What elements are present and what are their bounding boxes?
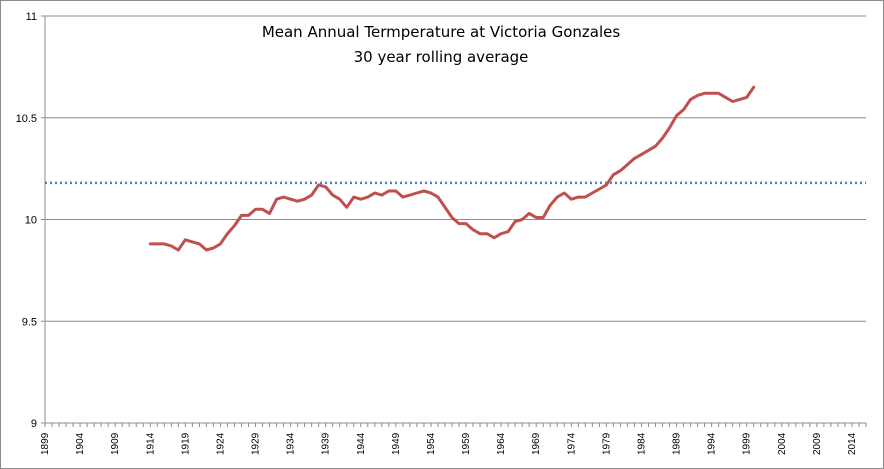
y-tick-label: 9 [31,418,37,430]
y-tick-label: 11 [26,11,37,23]
x-tick-label: 2004 [777,432,788,455]
x-tick-label: 1979 [601,432,612,455]
x-tick-label: 1969 [531,432,542,455]
x-tick-label: 1944 [356,432,367,455]
x-tick-label: 1909 [110,432,121,455]
x-tick-label: 1904 [75,432,86,455]
x-tick-label: 1954 [426,432,437,455]
x-tick-label: 1999 [742,432,753,455]
y-axis-ticks: 9 9.5 10 10.5 11 [16,11,45,430]
x-tick-label: 1924 [215,432,226,455]
y-tick-label: 10 [25,215,37,227]
x-tick-label: 2014 [847,432,858,455]
x-tick-label: 1994 [707,432,718,455]
x-tick-label: 1939 [321,432,332,455]
chart-title: Mean Annual Termperature at Victoria Gon… [262,23,621,41]
x-tick-label: 1989 [672,432,683,455]
x-tick-label: 1899 [40,432,51,455]
x-tick-label: 2009 [812,432,823,455]
x-tick-label: 1974 [566,432,577,455]
x-tick-label: 1919 [180,432,191,455]
y-tick-label: 9.5 [22,316,37,328]
x-tick-label: 1959 [461,432,472,455]
x-axis-ticks: 1899 1904 1909 1914 1919 1924 1929 1934 1939 1944… [40,423,867,455]
x-tick-label: 1914 [145,432,156,455]
x-tick-label: 1984 [636,432,647,455]
chart-subtitle: 30 year rolling average [354,48,529,66]
y-tick-label: 10.5 [16,113,37,125]
x-tick-label: 1929 [251,432,262,455]
x-tick-label: 1964 [496,432,507,455]
x-tick-label: 1934 [286,432,297,455]
series-group [148,85,756,252]
x-tick-label: 1949 [391,432,402,455]
series-line [148,85,756,252]
